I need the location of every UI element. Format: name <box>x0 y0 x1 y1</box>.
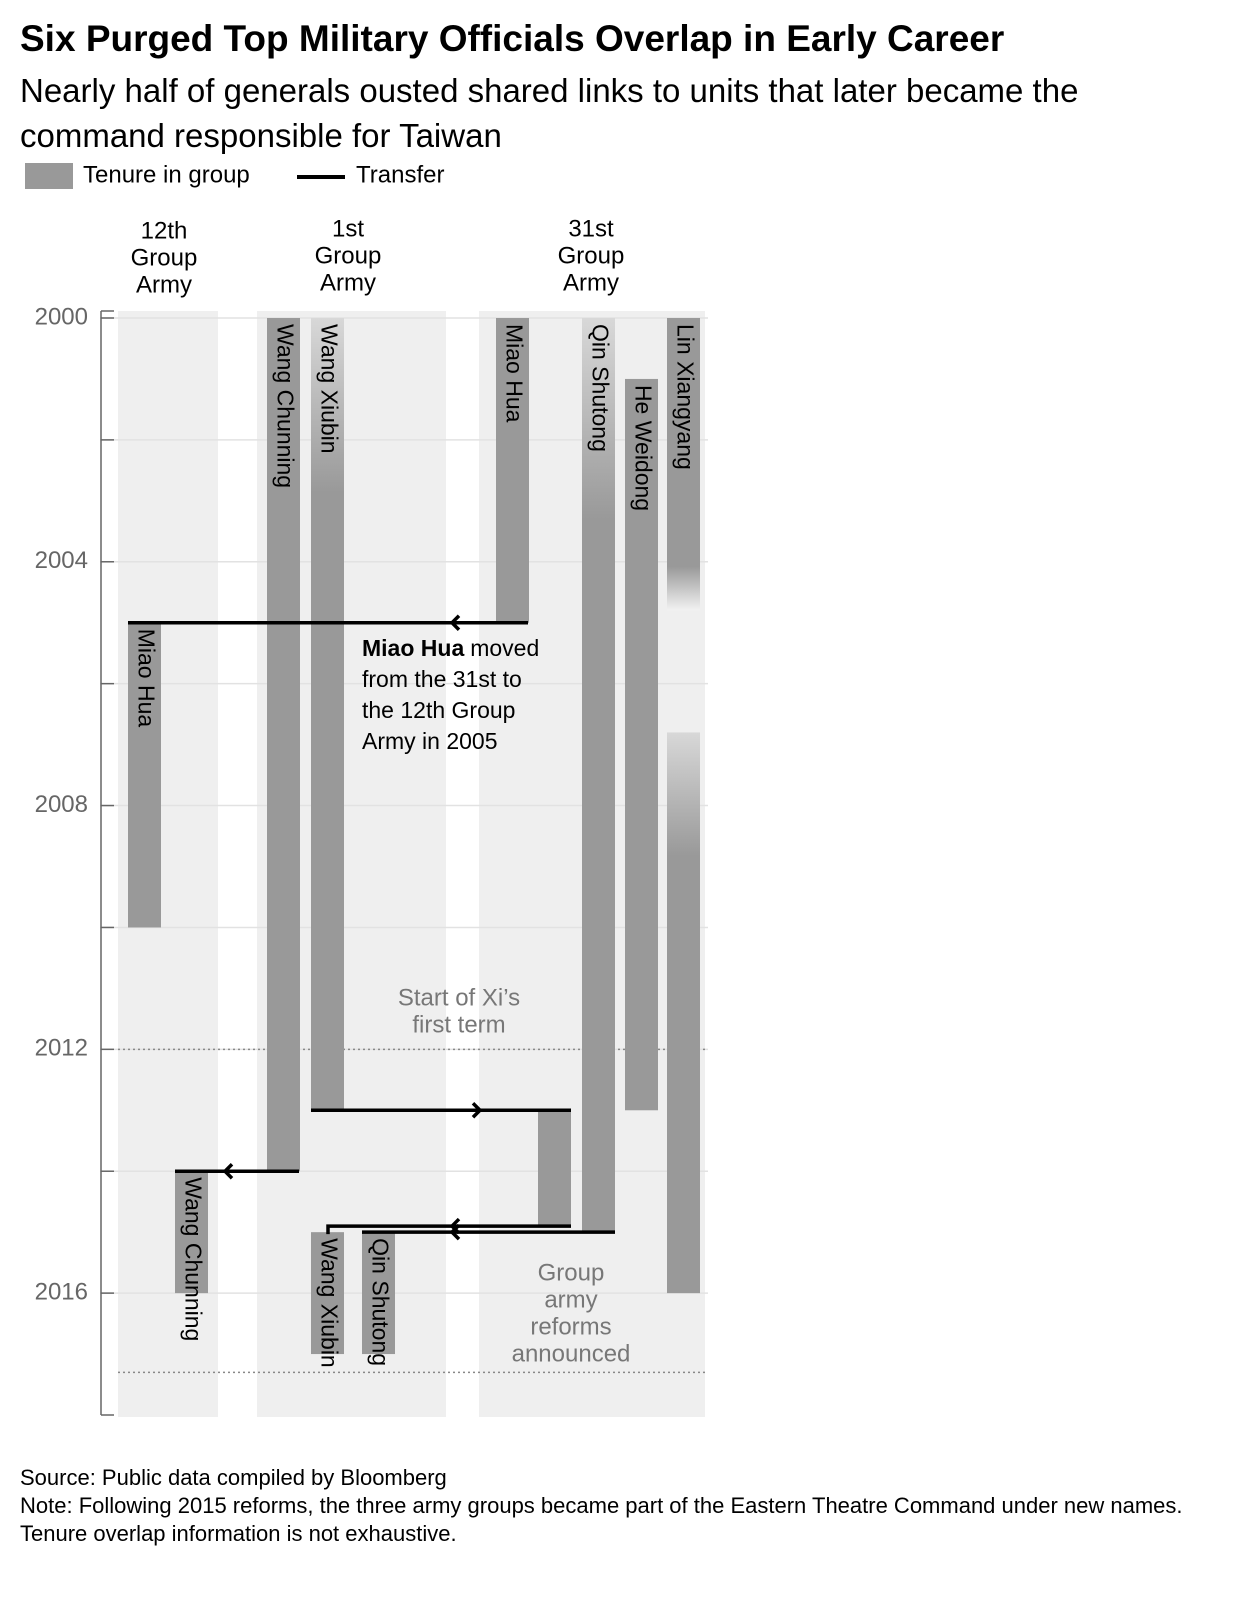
title: Six Purged Top Military Officials Overla… <box>20 18 1005 59</box>
transfer-arrow <box>449 614 461 631</box>
legend-swatch <box>25 163 73 189</box>
group-label: Group <box>131 244 198 271</box>
reference-label: army <box>544 1287 597 1314</box>
annotation-text: Army in 2005 <box>362 728 498 754</box>
annotation-text: from the 31st to <box>362 666 522 692</box>
y-tick-label: 2000 <box>35 303 88 330</box>
group-label: Army <box>563 269 619 296</box>
bar-label: Lin Xiangyang <box>672 324 698 470</box>
transfer-arrow <box>222 1162 234 1180</box>
tenure-bar <box>625 378 658 1111</box>
tenure-bar <box>496 318 529 623</box>
legend-label: Transfer <box>356 161 444 188</box>
chart: Tenure in group Transfer12thGroupArmy1stG… <box>25 161 708 1417</box>
legend-label: Tenure in group <box>83 161 250 188</box>
source: Source: Public data compiled by Bloomber… <box>20 1465 447 1490</box>
annotation-text: the 12th Group <box>362 697 515 723</box>
bar-label: Qin Shutong <box>587 324 613 452</box>
group-label: Army <box>136 271 192 298</box>
transfer-arrow <box>449 1223 461 1241</box>
reference-label: reforms <box>530 1314 611 1341</box>
annotation: Miao Hua moved from the 31st to the 12th Gr… <box>362 635 539 754</box>
group-label: Group <box>558 242 625 269</box>
tenure-bar <box>267 318 300 1172</box>
tenure-bar <box>667 732 700 1294</box>
group-label: 1st <box>332 215 364 242</box>
bar-label: He Weidong <box>630 385 656 511</box>
tenure-bar <box>311 318 344 1111</box>
tenure-bar <box>362 1232 395 1355</box>
bar-label: Miao Hua <box>501 324 527 423</box>
group-label: Army <box>320 269 376 296</box>
bar-label: Miao Hua <box>133 629 159 728</box>
reference-label: announced <box>512 1341 631 1368</box>
bar-label: Wang Xiubin <box>316 1238 342 1368</box>
reference-label: first term <box>412 1012 505 1039</box>
group-label: 31st <box>568 215 614 242</box>
transfer-arrow <box>471 1102 483 1119</box>
tenure-bar <box>311 1232 344 1355</box>
bar-label: Wang Chunning <box>180 1177 206 1341</box>
tenure-bar <box>667 318 700 611</box>
y-tick-label: 2008 <box>35 791 88 818</box>
note: Note: Following 2015 reforms, the three … <box>20 1493 1183 1546</box>
bar-label: Wang Chunning <box>272 324 298 488</box>
y-tick-label: 2016 <box>35 1278 88 1305</box>
y-tick-label: 2004 <box>35 547 88 574</box>
annotation-text: moved <box>470 635 539 661</box>
annotation-bold: Miao Hua <box>362 635 464 661</box>
reference-label: Start of Xi’s <box>398 985 520 1012</box>
transfer-line <box>326 1224 571 1235</box>
tenure-bar <box>582 318 615 1233</box>
bar-label: Qin Shutong <box>367 1238 393 1366</box>
bar-label: Wang Xiubin <box>316 324 342 454</box>
reference-label: Group <box>538 1260 605 1287</box>
subtitle: Nearly half of generals ousted shared li… <box>20 72 1079 154</box>
tenure-bar <box>128 622 161 928</box>
tenure-bar <box>175 1171 208 1294</box>
tenure-bar <box>538 1110 571 1227</box>
group-label: 12th <box>141 217 188 244</box>
y-tick-label: 2012 <box>35 1035 88 1062</box>
group-label: Group <box>315 242 382 269</box>
